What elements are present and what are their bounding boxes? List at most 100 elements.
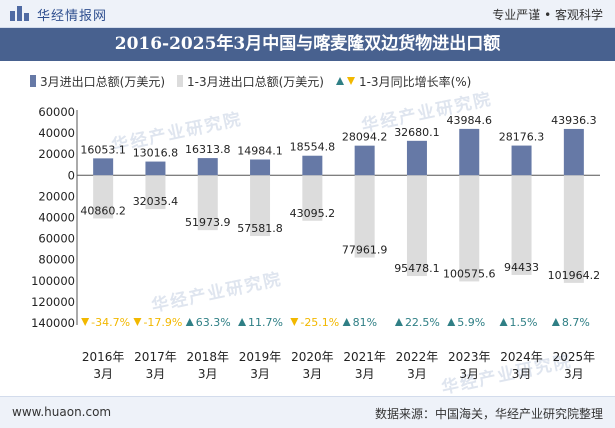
y-tick-label: 140000 xyxy=(31,316,75,330)
data-label-cumulative: 40860.2 xyxy=(80,204,126,217)
legend-label-growth: 1-3月同比增长率(%) xyxy=(358,74,472,89)
y-tick-label: 120000 xyxy=(31,295,75,309)
bar-cumulative xyxy=(563,175,584,283)
data-label-monthly: 18554.8 xyxy=(290,141,336,154)
x-tick-label: 3月 xyxy=(198,367,218,381)
bar-cumulative xyxy=(93,175,114,219)
x-tick-label: 2018年 xyxy=(186,350,229,364)
growth-down-marker xyxy=(290,318,299,326)
bar-monthly xyxy=(459,128,480,176)
data-label-cumulative: 95478.1 xyxy=(394,262,440,275)
bar-cumulative xyxy=(302,175,323,221)
data-label-cumulative: 101964.2 xyxy=(548,269,601,282)
x-tick-label: 3月 xyxy=(512,367,532,381)
bar-monthly xyxy=(302,155,323,176)
chart-title: 2016-2025年3月中国与喀麦隆双边货物进出口额 xyxy=(114,34,501,54)
x-tick-label: 3月 xyxy=(407,367,427,381)
x-tick-label: 3月 xyxy=(93,367,113,381)
growth-down-marker xyxy=(81,318,90,326)
data-label-monthly: 32680.1 xyxy=(394,126,440,139)
data-label-cumulative: 77961.9 xyxy=(342,244,388,257)
y-tick-label: 60000 xyxy=(38,105,75,119)
growth-up-marker xyxy=(185,318,194,326)
x-tick-label: 3月 xyxy=(146,367,166,381)
data-label-monthly: 16313.8 xyxy=(185,143,231,156)
data-label-cumulative: 100575.6 xyxy=(443,267,496,280)
data-label-cumulative: 94433 xyxy=(504,261,539,274)
bar-monthly xyxy=(354,145,375,176)
growth-rate-label: 11.7% xyxy=(248,316,283,329)
growth-rate-label: 8.7% xyxy=(562,316,590,329)
data-label-cumulative: 51973.9 xyxy=(185,216,231,229)
bar-cumulative xyxy=(354,175,375,258)
x-tick-label: 3月 xyxy=(564,367,584,381)
x-tick-label: 2017年 xyxy=(134,350,177,364)
bar-cumulative xyxy=(511,175,532,275)
x-tick-label: 2020年 xyxy=(291,350,334,364)
growth-up-marker xyxy=(342,318,351,326)
legend-item-monthly: 3月进出口总额(万美元) xyxy=(30,73,165,90)
bar-monthly xyxy=(145,161,166,176)
growth-rate-label: 81% xyxy=(353,316,377,329)
x-tick-label: 3月 xyxy=(303,367,323,381)
growth-rate-label: 1.5% xyxy=(510,316,538,329)
data-label-cumulative: 57581.8 xyxy=(237,222,283,235)
bar-cumulative xyxy=(250,175,271,237)
growth-up-marker xyxy=(499,318,508,326)
legend-swatch-monthly xyxy=(30,75,36,87)
bar-cumulative xyxy=(406,175,427,277)
growth-rate-label: -25.1% xyxy=(300,316,339,329)
legend-item-growth: 1-3月同比增长率(%) xyxy=(335,73,472,90)
growth-rate-label: -34.7% xyxy=(91,316,130,329)
legend-swatch-cumulative xyxy=(177,75,183,87)
bar-monthly xyxy=(250,159,271,176)
bar-cumulative xyxy=(197,175,218,231)
growth-up-marker xyxy=(238,318,247,326)
growth-down-marker xyxy=(133,318,142,326)
title-bar: 2016-2025年3月中国与喀麦隆双边货物进出口额 xyxy=(0,28,615,61)
x-tick-label: 3月 xyxy=(355,367,375,381)
tagline: 专业严谨 • 客观科学 xyxy=(492,8,603,22)
y-tick-label: 100000 xyxy=(31,274,75,288)
bar-monthly xyxy=(197,158,218,176)
y-tick-label: 20000 xyxy=(38,147,75,161)
bar-chart-logo-icon xyxy=(10,6,29,21)
legend: 3月进出口总额(万美元) 1-3月进出口总额(万美元) 1-3月同比增长率(%) xyxy=(30,72,483,90)
y-tick-label: 80000 xyxy=(38,253,75,267)
x-tick-label: 2025年 xyxy=(553,350,596,364)
x-tick-label: 3月 xyxy=(250,367,270,381)
growth-up-marker xyxy=(447,318,456,326)
footer-url: www.huaon.com xyxy=(12,405,112,419)
x-tick-label: 2019年 xyxy=(239,350,282,364)
header-bar: 华经情报网 专业严谨 • 客观科学 xyxy=(0,0,615,28)
data-label-monthly: 43936.3 xyxy=(551,114,597,127)
triangle-down-icon xyxy=(346,77,355,85)
data-label-monthly: 14984.1 xyxy=(237,144,283,157)
data-label-monthly: 16053.1 xyxy=(80,143,126,156)
data-label-cumulative: 32035.4 xyxy=(133,195,179,208)
bar-monthly xyxy=(93,158,114,176)
data-label-cumulative: 43095.2 xyxy=(290,207,336,220)
x-tick-label: 2016年 xyxy=(82,350,125,364)
data-label-monthly: 28176.3 xyxy=(499,131,545,144)
x-tick-label: 2022年 xyxy=(396,350,439,364)
legend-item-cumulative: 1-3月进出口总额(万美元) xyxy=(177,73,324,90)
x-tick-label: 2023年 xyxy=(448,350,491,364)
x-tick-label: 2024年 xyxy=(500,350,543,364)
y-tick-label: 0 xyxy=(68,168,75,182)
bar-cumulative xyxy=(459,175,480,282)
y-tick-label: 20000 xyxy=(38,189,75,203)
bar-monthly xyxy=(563,128,584,176)
bar-monthly xyxy=(511,145,532,176)
footer-source: 数据来源：中国海关，华经产业研究院整理 xyxy=(374,407,603,421)
y-tick-label: 60000 xyxy=(38,232,75,246)
y-tick-label: 40000 xyxy=(38,126,75,140)
growth-rate-label: 5.9% xyxy=(457,316,485,329)
growth-up-marker xyxy=(394,318,403,326)
bar-monthly xyxy=(406,140,427,176)
footer-bar: www.huaon.com 数据来源：中国海关，华经产业研究院整理 xyxy=(0,396,615,428)
data-label-monthly: 28094.2 xyxy=(342,131,388,144)
legend-label-cumulative: 1-3月进出口总额(万美元) xyxy=(187,74,324,89)
chart: 60000 40000 20000 0 20000 40000 60000 80000 1000… xyxy=(31,105,601,381)
x-tick-label: 3月 xyxy=(459,367,479,381)
